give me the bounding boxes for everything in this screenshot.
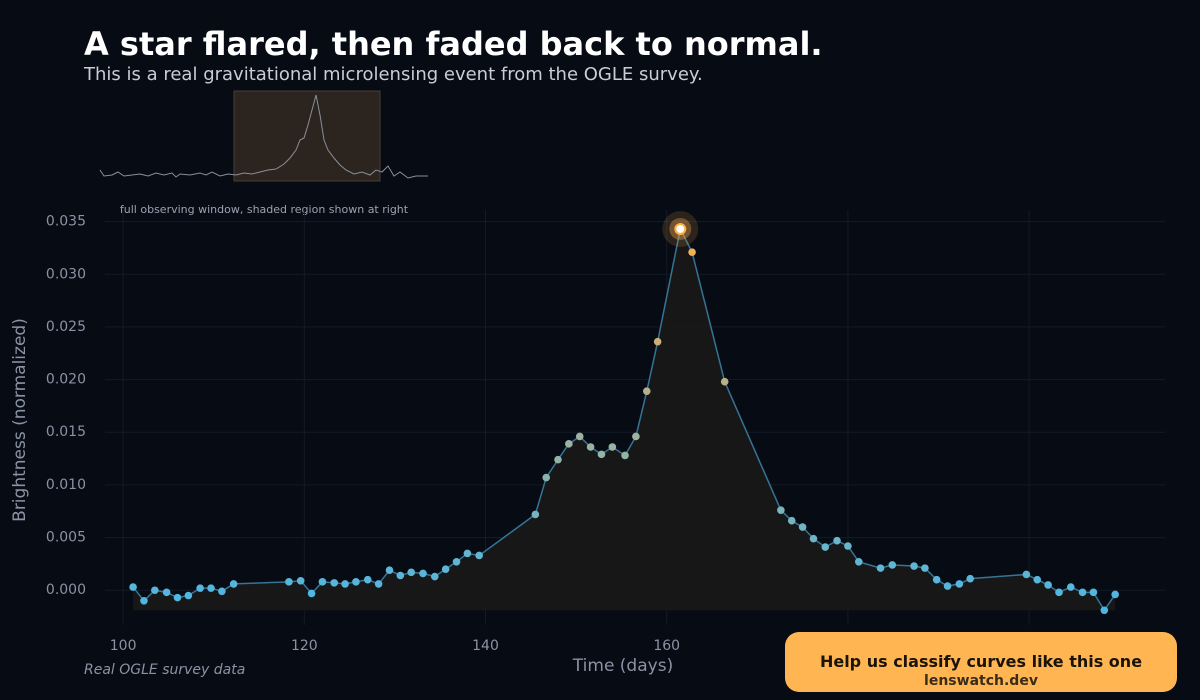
point — [1111, 590, 1119, 599]
point — [720, 377, 729, 386]
point — [196, 584, 204, 592]
x-tick-label: 100 — [110, 638, 137, 654]
x-tick-label: 160 — [653, 638, 680, 654]
y-tick-label: 0.020 — [46, 372, 86, 388]
cta-link[interactable]: lenswatch.dev — [924, 673, 1038, 689]
point — [407, 568, 416, 577]
point — [554, 455, 562, 464]
point — [129, 583, 137, 591]
x-tick-label: 140 — [472, 638, 499, 654]
point — [1044, 581, 1052, 589]
point — [575, 432, 584, 441]
point — [653, 337, 662, 346]
point — [809, 534, 818, 543]
point — [430, 572, 439, 581]
point — [296, 576, 305, 585]
point — [352, 578, 360, 586]
cta-button[interactable]: Help us classify curves like this one le… — [785, 632, 1177, 692]
point — [888, 561, 897, 569]
source-note: Real OGLE survey data — [84, 662, 245, 678]
x-tick-label: 120 — [291, 638, 318, 654]
point — [608, 443, 617, 451]
point — [1100, 606, 1109, 615]
point — [674, 222, 687, 235]
point — [363, 575, 372, 584]
point — [833, 536, 841, 545]
point — [844, 542, 852, 550]
point — [463, 549, 472, 558]
point — [632, 432, 640, 441]
point — [642, 387, 651, 395]
y-tick-label: 0.005 — [46, 530, 86, 546]
point — [597, 450, 606, 459]
point — [173, 593, 182, 602]
y-tick-label: 0.015 — [46, 424, 86, 440]
point — [542, 473, 551, 482]
point — [1022, 570, 1031, 579]
x-axis-label: Time (days) — [572, 656, 673, 676]
point — [307, 589, 316, 598]
point — [955, 580, 964, 588]
point — [586, 443, 595, 451]
point — [943, 582, 952, 590]
point — [218, 587, 226, 596]
point — [452, 558, 461, 566]
point — [341, 580, 349, 588]
point — [910, 562, 918, 570]
y-tick-label: 0.035 — [46, 214, 86, 230]
point — [798, 523, 807, 531]
point — [1055, 588, 1063, 597]
inset-caption: full observing window, shaded region sho… — [120, 203, 409, 216]
point — [1078, 588, 1087, 597]
y-axis-label: Brightness (normalized) — [10, 318, 30, 522]
cta-text: Help us classify curves like this one — [819, 652, 1143, 671]
point — [932, 575, 941, 584]
point — [1033, 575, 1042, 584]
point — [921, 564, 929, 572]
chart-title: A star flared, then faded back to normal… — [84, 25, 823, 63]
point — [151, 586, 159, 595]
y-tick-label: 0.010 — [46, 477, 86, 493]
point — [565, 440, 573, 448]
point — [441, 565, 450, 573]
point — [854, 558, 863, 566]
point — [1066, 583, 1075, 591]
point — [330, 579, 339, 587]
inset-window — [233, 90, 381, 182]
area — [133, 228, 1116, 611]
point — [621, 451, 629, 460]
point — [374, 580, 383, 588]
y-tick-label: 0.030 — [46, 266, 86, 282]
inset — [99, 90, 428, 182]
point — [777, 506, 785, 514]
point — [285, 578, 293, 586]
y-tick-label: 0.000 — [46, 582, 86, 598]
point — [229, 580, 238, 588]
plot — [129, 210, 1119, 615]
point — [318, 578, 327, 586]
point — [966, 574, 975, 583]
point — [876, 564, 885, 572]
point — [821, 543, 830, 551]
point — [207, 584, 215, 592]
point — [184, 591, 193, 600]
point — [140, 596, 148, 605]
point — [787, 516, 796, 525]
point — [385, 566, 394, 575]
point — [419, 569, 427, 578]
point — [162, 588, 171, 597]
chart-subtitle: This is a real gravitational microlensin… — [83, 64, 703, 85]
point — [475, 551, 483, 560]
inset-sparkline — [99, 94, 428, 179]
y-tick-label: 0.025 — [46, 319, 86, 335]
point — [531, 510, 540, 519]
point — [688, 248, 696, 256]
point — [396, 571, 405, 580]
point — [1089, 588, 1098, 597]
